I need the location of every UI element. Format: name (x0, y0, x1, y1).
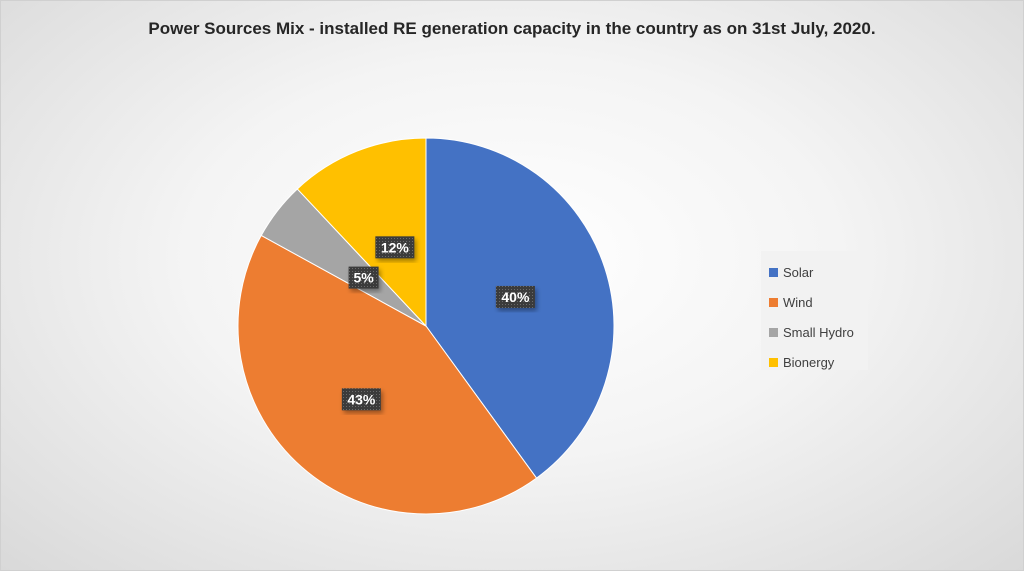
data-label-box (341, 388, 381, 411)
data-label-text: 40% (501, 289, 530, 305)
data-label-box (348, 266, 379, 289)
data-label: 5% (348, 266, 379, 289)
data-label-text: 43% (347, 391, 376, 407)
legend-swatch (769, 357, 778, 367)
data-label: 12% (375, 236, 415, 259)
legend-swatch (769, 297, 778, 307)
legend-item: Small Hydro (769, 317, 868, 347)
legend-label: Small Hydro (783, 324, 854, 340)
data-label: 43% (341, 388, 381, 411)
data-label-text: 12% (381, 239, 410, 255)
legend-swatch (769, 327, 778, 337)
data-label-box (495, 285, 535, 308)
legend-item: Bionergy (769, 347, 868, 377)
data-label: 40% (495, 285, 535, 308)
pie-slice-wind (237, 234, 538, 515)
legend: Solar Wind Small Hydro Bionergy (761, 251, 868, 370)
legend-item: Wind (769, 287, 868, 317)
legend-swatch (769, 267, 778, 277)
pie-slice-bionergy (296, 137, 427, 328)
legend-label: Solar (783, 264, 814, 280)
data-label-box (375, 236, 415, 259)
chart-title: Power Sources Mix - installed RE generat… (148, 19, 876, 38)
legend-label: Bionergy (783, 354, 835, 370)
pie-slice-solar (425, 137, 615, 479)
legend-item: Solar (769, 257, 868, 287)
legend-label: Wind (783, 294, 813, 310)
data-label-text: 5% (353, 270, 374, 286)
